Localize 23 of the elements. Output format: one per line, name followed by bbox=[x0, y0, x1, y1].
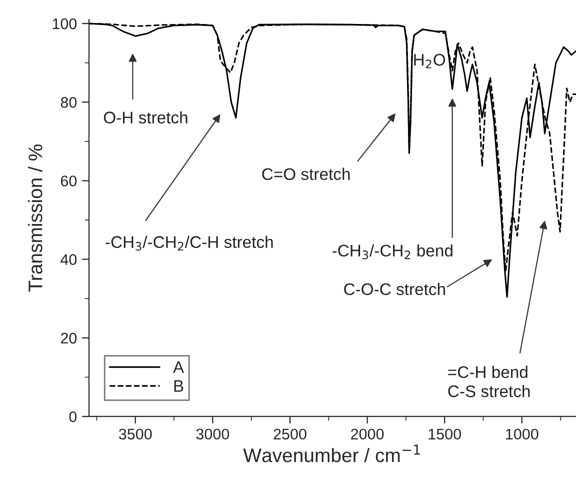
x-tick-label: 2500 bbox=[274, 428, 306, 440]
y-axis-title: Transmission / % bbox=[28, 144, 42, 292]
y-tick-label: 60 bbox=[60, 176, 77, 186]
annotation: =C-H bend C-S stretch bbox=[448, 366, 530, 398]
y-tick-label: 80 bbox=[60, 96, 77, 108]
x-tick-label: 1500 bbox=[428, 428, 461, 440]
legend-label: B bbox=[174, 380, 184, 392]
x-axis-title: Wavenumber / cm$^{−1}$ bbox=[243, 444, 420, 462]
annotation: C-O-C stretch bbox=[344, 282, 445, 296]
legend-label: A bbox=[173, 361, 184, 373]
x-tick-label: 3000 bbox=[196, 428, 230, 440]
annotation: C=O stretch bbox=[262, 168, 350, 180]
x-tick-label: 3500 bbox=[118, 428, 152, 440]
annotation: H$_{2}$O bbox=[414, 54, 446, 68]
annotation: -CH$_{3}$/-CH$_{2}$ bend bbox=[332, 244, 452, 260]
y-tick-label: 20 bbox=[60, 332, 77, 344]
y-tick-label: 0 bbox=[69, 411, 77, 422]
y-tick-label: 100 bbox=[52, 18, 77, 30]
y-tick-label: 40 bbox=[60, 254, 77, 265]
annotation: -CH$_{3}$/-CH$_{2}$/C-H stretch bbox=[106, 236, 273, 251]
annotation: O-H stretch bbox=[104, 111, 188, 124]
x-tick-label: 1000 bbox=[506, 428, 538, 440]
x-tick-label: 2000 bbox=[351, 428, 384, 440]
